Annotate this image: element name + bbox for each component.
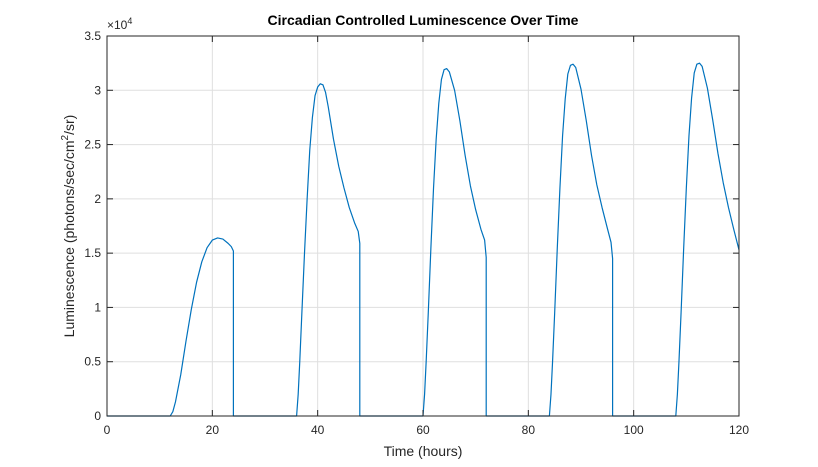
x-tick-label: 120 bbox=[729, 423, 749, 437]
y-tick-label: 0.5 bbox=[84, 355, 101, 369]
y-tick-label: 1.5 bbox=[84, 246, 101, 260]
x-tick-label: 80 bbox=[522, 423, 536, 437]
x-tick-label: 20 bbox=[206, 423, 220, 437]
tick-marks bbox=[106, 35, 740, 417]
x-tick-labels: 0 20 40 60 80 100 120 bbox=[104, 423, 750, 437]
y-exponent-label: ×104 bbox=[107, 16, 132, 32]
x-axis-label: Time (hours) bbox=[384, 443, 463, 459]
x-tick-label: 0 bbox=[104, 423, 111, 437]
y-tick-label: 3.5 bbox=[84, 29, 101, 43]
y-exponent-power: 4 bbox=[127, 16, 132, 26]
chart-title: Circadian Controlled Luminescence Over T… bbox=[268, 12, 579, 28]
y-axis-label-superscript: 2 bbox=[60, 134, 71, 140]
y-tick-label: 2.5 bbox=[84, 138, 101, 152]
y-tick-label: 0 bbox=[94, 409, 101, 423]
y-tick-label: 1 bbox=[94, 300, 101, 314]
x-tick-label: 60 bbox=[416, 423, 430, 437]
y-tick-label: 2 bbox=[94, 192, 101, 206]
y-axis-label-tail: /sr) bbox=[61, 115, 77, 135]
y-axis-label: Luminescence (photons/sec/cm2/sr) bbox=[60, 115, 77, 338]
y-tick-labels: 0 0.5 1 1.5 2 2.5 3 3.5 bbox=[84, 29, 101, 423]
y-exponent-base: ×10 bbox=[107, 18, 128, 32]
y-axis-label-main: Luminescence (photons/sec/cm bbox=[61, 140, 77, 337]
x-tick-label: 40 bbox=[311, 423, 325, 437]
y-tick-label: 3 bbox=[94, 83, 101, 97]
x-tick-label: 100 bbox=[624, 423, 644, 437]
